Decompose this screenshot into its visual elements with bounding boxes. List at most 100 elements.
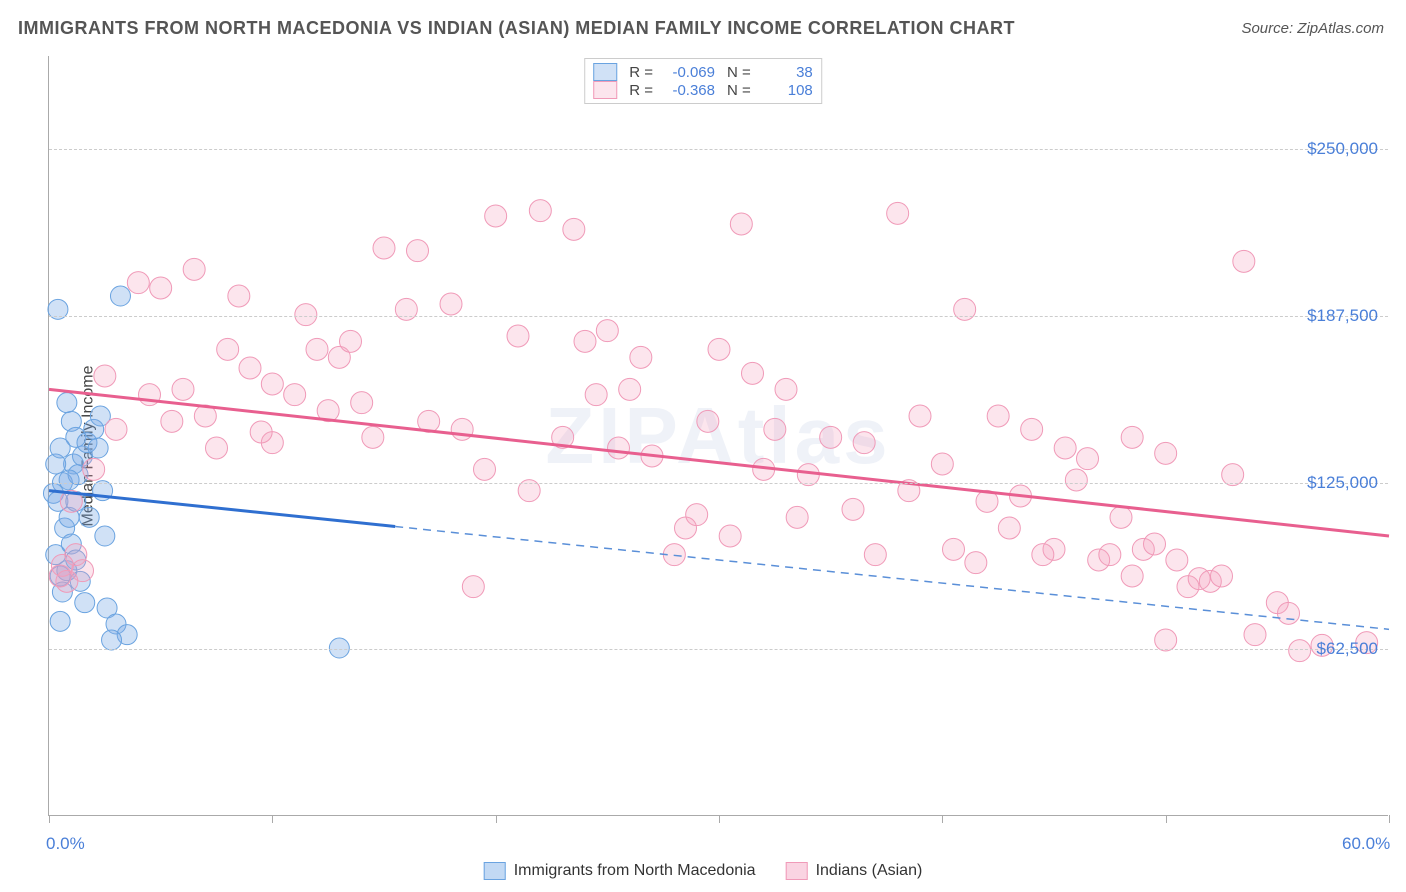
data-point bbox=[730, 213, 752, 235]
data-point bbox=[239, 357, 261, 379]
data-point bbox=[329, 638, 349, 658]
gridline bbox=[49, 483, 1388, 484]
x-axis-min-label: 0.0% bbox=[46, 834, 85, 854]
data-point bbox=[697, 410, 719, 432]
data-point bbox=[987, 405, 1009, 427]
data-point bbox=[1065, 469, 1087, 491]
scatter-svg bbox=[49, 56, 1388, 815]
data-point bbox=[1289, 640, 1311, 662]
data-point bbox=[161, 410, 183, 432]
data-point bbox=[250, 421, 272, 443]
legend-label: Immigrants from North Macedonia bbox=[514, 862, 756, 880]
data-point bbox=[943, 538, 965, 560]
y-tick-label: $125,000 bbox=[1307, 473, 1378, 493]
data-point bbox=[608, 437, 630, 459]
stat-r-label: R = bbox=[629, 82, 653, 99]
data-point bbox=[373, 237, 395, 259]
stat-n-value: 38 bbox=[757, 64, 813, 81]
data-point bbox=[127, 272, 149, 294]
legend-swatch bbox=[786, 862, 808, 880]
data-point bbox=[820, 426, 842, 448]
source-attribution: Source: ZipAtlas.com bbox=[1241, 20, 1384, 37]
data-point bbox=[1021, 418, 1043, 440]
legend-item: Immigrants from North Macedonia bbox=[484, 862, 756, 880]
gridline bbox=[49, 149, 1388, 150]
data-point bbox=[708, 338, 730, 360]
data-point bbox=[462, 576, 484, 598]
stat-n-value: 108 bbox=[757, 82, 813, 99]
data-point bbox=[94, 365, 116, 387]
x-tick-mark bbox=[49, 815, 50, 823]
data-point bbox=[1077, 448, 1099, 470]
data-point bbox=[79, 507, 99, 527]
regression-line bbox=[49, 491, 395, 527]
data-point bbox=[102, 630, 122, 650]
series-legend: Immigrants from North Macedonia Indians (… bbox=[484, 862, 923, 880]
data-point bbox=[284, 384, 306, 406]
x-tick-mark bbox=[272, 815, 273, 823]
legend-row: R =-0.069N =38 bbox=[593, 63, 813, 81]
stat-n-label: N = bbox=[727, 82, 751, 99]
stat-n-label: N = bbox=[727, 64, 751, 81]
data-point bbox=[306, 338, 328, 360]
data-point bbox=[261, 373, 283, 395]
data-point bbox=[49, 565, 71, 587]
plot-area: ZIPAtlas $62,500$125,000$187,500$250,000 bbox=[48, 56, 1388, 816]
data-point bbox=[217, 338, 239, 360]
data-point bbox=[451, 418, 473, 440]
data-point bbox=[50, 611, 70, 631]
data-point bbox=[83, 458, 105, 480]
data-point bbox=[59, 470, 79, 490]
data-point bbox=[206, 437, 228, 459]
data-point bbox=[719, 525, 741, 547]
data-point bbox=[351, 392, 373, 414]
gridline bbox=[49, 316, 1388, 317]
x-tick-mark bbox=[942, 815, 943, 823]
data-point bbox=[407, 240, 429, 262]
y-tick-label: $250,000 bbox=[1307, 139, 1378, 159]
data-point bbox=[172, 378, 194, 400]
data-point bbox=[340, 330, 362, 352]
data-point bbox=[686, 504, 708, 526]
data-point bbox=[395, 298, 417, 320]
x-tick-mark bbox=[1389, 815, 1390, 823]
data-point bbox=[1121, 565, 1143, 587]
data-point bbox=[362, 426, 384, 448]
data-point bbox=[931, 453, 953, 475]
data-point bbox=[529, 200, 551, 222]
data-point bbox=[1144, 533, 1166, 555]
data-point bbox=[1155, 629, 1177, 651]
data-point bbox=[474, 458, 496, 480]
data-point bbox=[1110, 506, 1132, 528]
data-point bbox=[619, 378, 641, 400]
data-point bbox=[1155, 442, 1177, 464]
data-point bbox=[998, 517, 1020, 539]
gridline bbox=[49, 649, 1388, 650]
data-point bbox=[50, 438, 70, 458]
legend-swatch bbox=[593, 81, 617, 99]
data-point bbox=[88, 438, 108, 458]
data-point bbox=[1032, 544, 1054, 566]
data-point bbox=[742, 362, 764, 384]
correlation-legend: R =-0.069N =38R =-0.368N =108 bbox=[584, 58, 822, 104]
data-point bbox=[842, 498, 864, 520]
data-point bbox=[1233, 250, 1255, 272]
data-point bbox=[786, 506, 808, 528]
data-point bbox=[853, 432, 875, 454]
legend-item: Indians (Asian) bbox=[786, 862, 923, 880]
chart-title: IMMIGRANTS FROM NORTH MACEDONIA VS INDIA… bbox=[18, 18, 1015, 39]
x-tick-mark bbox=[1166, 815, 1167, 823]
data-point bbox=[507, 325, 529, 347]
data-point bbox=[485, 205, 507, 227]
data-point bbox=[574, 330, 596, 352]
data-point bbox=[630, 346, 652, 368]
data-point bbox=[228, 285, 250, 307]
data-point bbox=[110, 286, 130, 306]
data-point bbox=[887, 202, 909, 224]
data-point bbox=[1244, 624, 1266, 646]
data-point bbox=[1166, 549, 1188, 571]
data-point bbox=[764, 418, 786, 440]
data-point bbox=[95, 526, 115, 546]
stat-r-value: -0.368 bbox=[659, 82, 715, 99]
data-point bbox=[295, 304, 317, 326]
